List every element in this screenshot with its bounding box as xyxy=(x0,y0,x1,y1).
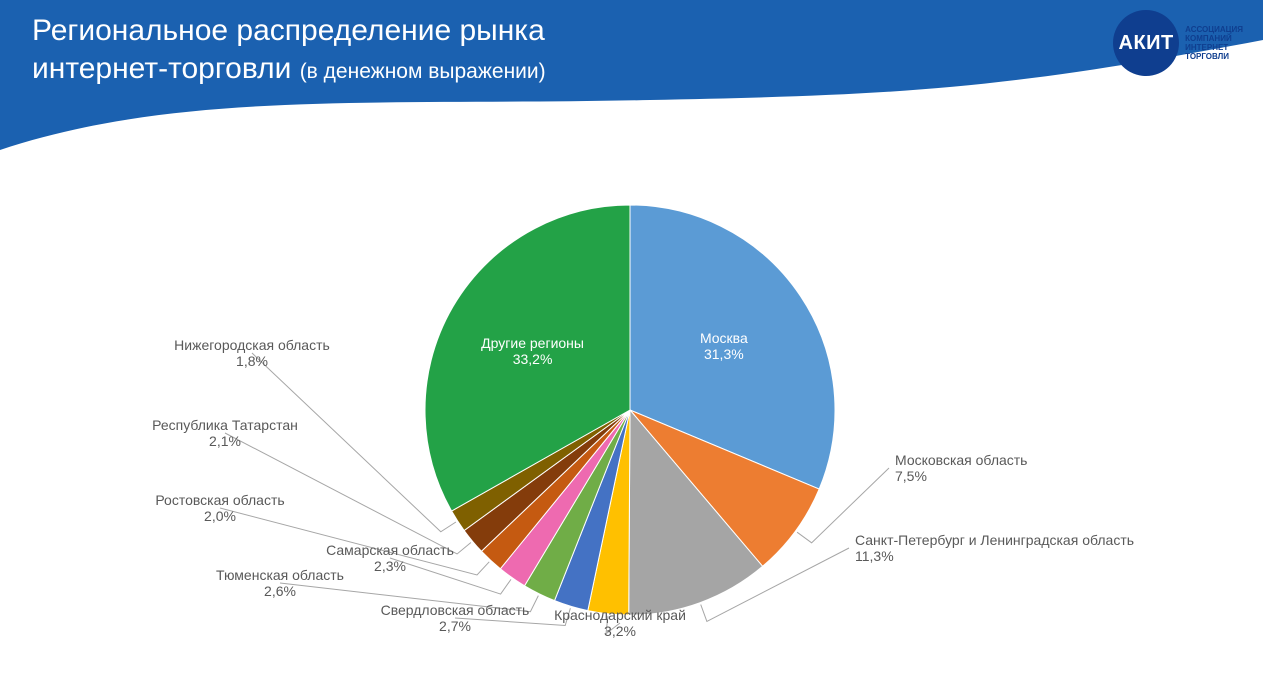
pie-label-outside: Московская область7,5% xyxy=(895,452,1175,484)
pie-label-outside: Самарская область2,3% xyxy=(290,542,490,574)
slice-pct: 2,1% xyxy=(209,433,241,449)
slice-name: Нижегородская область xyxy=(174,337,330,353)
logo-circle: АКИТ xyxy=(1113,10,1179,76)
akit-logo: АКИТ АССОЦИАЦИЯ КОМПАНИЙ ИНТЕРНЕТ ТОРГОВ… xyxy=(1113,10,1243,76)
slice-pct: 2,7% xyxy=(439,618,471,634)
slide-header: Региональное распределение рынка интерне… xyxy=(0,0,1263,110)
title-subtitle: (в денежном выражении) xyxy=(300,60,546,83)
title-line1: Региональное распределение рынка xyxy=(32,14,545,47)
pie-label-outside: Ростовская область2,0% xyxy=(120,492,320,524)
slice-pct: 3,2% xyxy=(604,623,636,639)
slide-title: Региональное распределение рынка интерне… xyxy=(32,12,546,87)
pie-label-outside: Санкт-Петербург и Ленинградская область1… xyxy=(855,532,1135,564)
slice-name: Санкт-Петербург и Ленинградская область xyxy=(855,532,1134,548)
slice-name: Московская область xyxy=(895,452,1027,468)
slice-name: Свердловская область xyxy=(381,602,530,618)
slice-name: Самарская область xyxy=(326,542,454,558)
slice-name: Республика Татарстан xyxy=(152,417,298,433)
pie-label-outside: Свердловская область2,7% xyxy=(355,602,555,634)
pie-label-outside: Республика Татарстан2,1% xyxy=(125,417,325,449)
pie-chart: Москва31,3% Московская область7,5% Санкт-П… xyxy=(0,120,1263,660)
pie-label-inside: Другие регионы33,2% xyxy=(443,335,623,367)
title-line2: интернет-торговли xyxy=(32,52,291,85)
slice-name: Москва xyxy=(700,330,748,346)
slice-pct: 1,8% xyxy=(236,353,268,369)
slice-pct: 2,3% xyxy=(374,558,406,574)
slice-name: Другие регионы xyxy=(481,335,584,351)
slice-pct: 11,3% xyxy=(855,548,894,564)
logo-tagline: АССОЦИАЦИЯ КОМПАНИЙ ИНТЕРНЕТ ТОРГОВЛИ xyxy=(1185,25,1243,62)
logo-acronym: АКИТ xyxy=(1119,32,1174,55)
slice-pct: 33,2% xyxy=(513,351,553,367)
pie-label-outside: Нижегородская область1,8% xyxy=(152,337,352,369)
slice-pct: 7,5% xyxy=(895,468,927,484)
pie-label-inside: Москва31,3% xyxy=(634,330,814,362)
slice-pct: 2,6% xyxy=(264,583,296,599)
slice-pct: 31,3% xyxy=(704,346,744,362)
slice-name: Краснодарский край xyxy=(554,607,686,623)
slice-pct: 2,0% xyxy=(204,508,236,524)
slice-name: Ростовская область xyxy=(155,492,284,508)
